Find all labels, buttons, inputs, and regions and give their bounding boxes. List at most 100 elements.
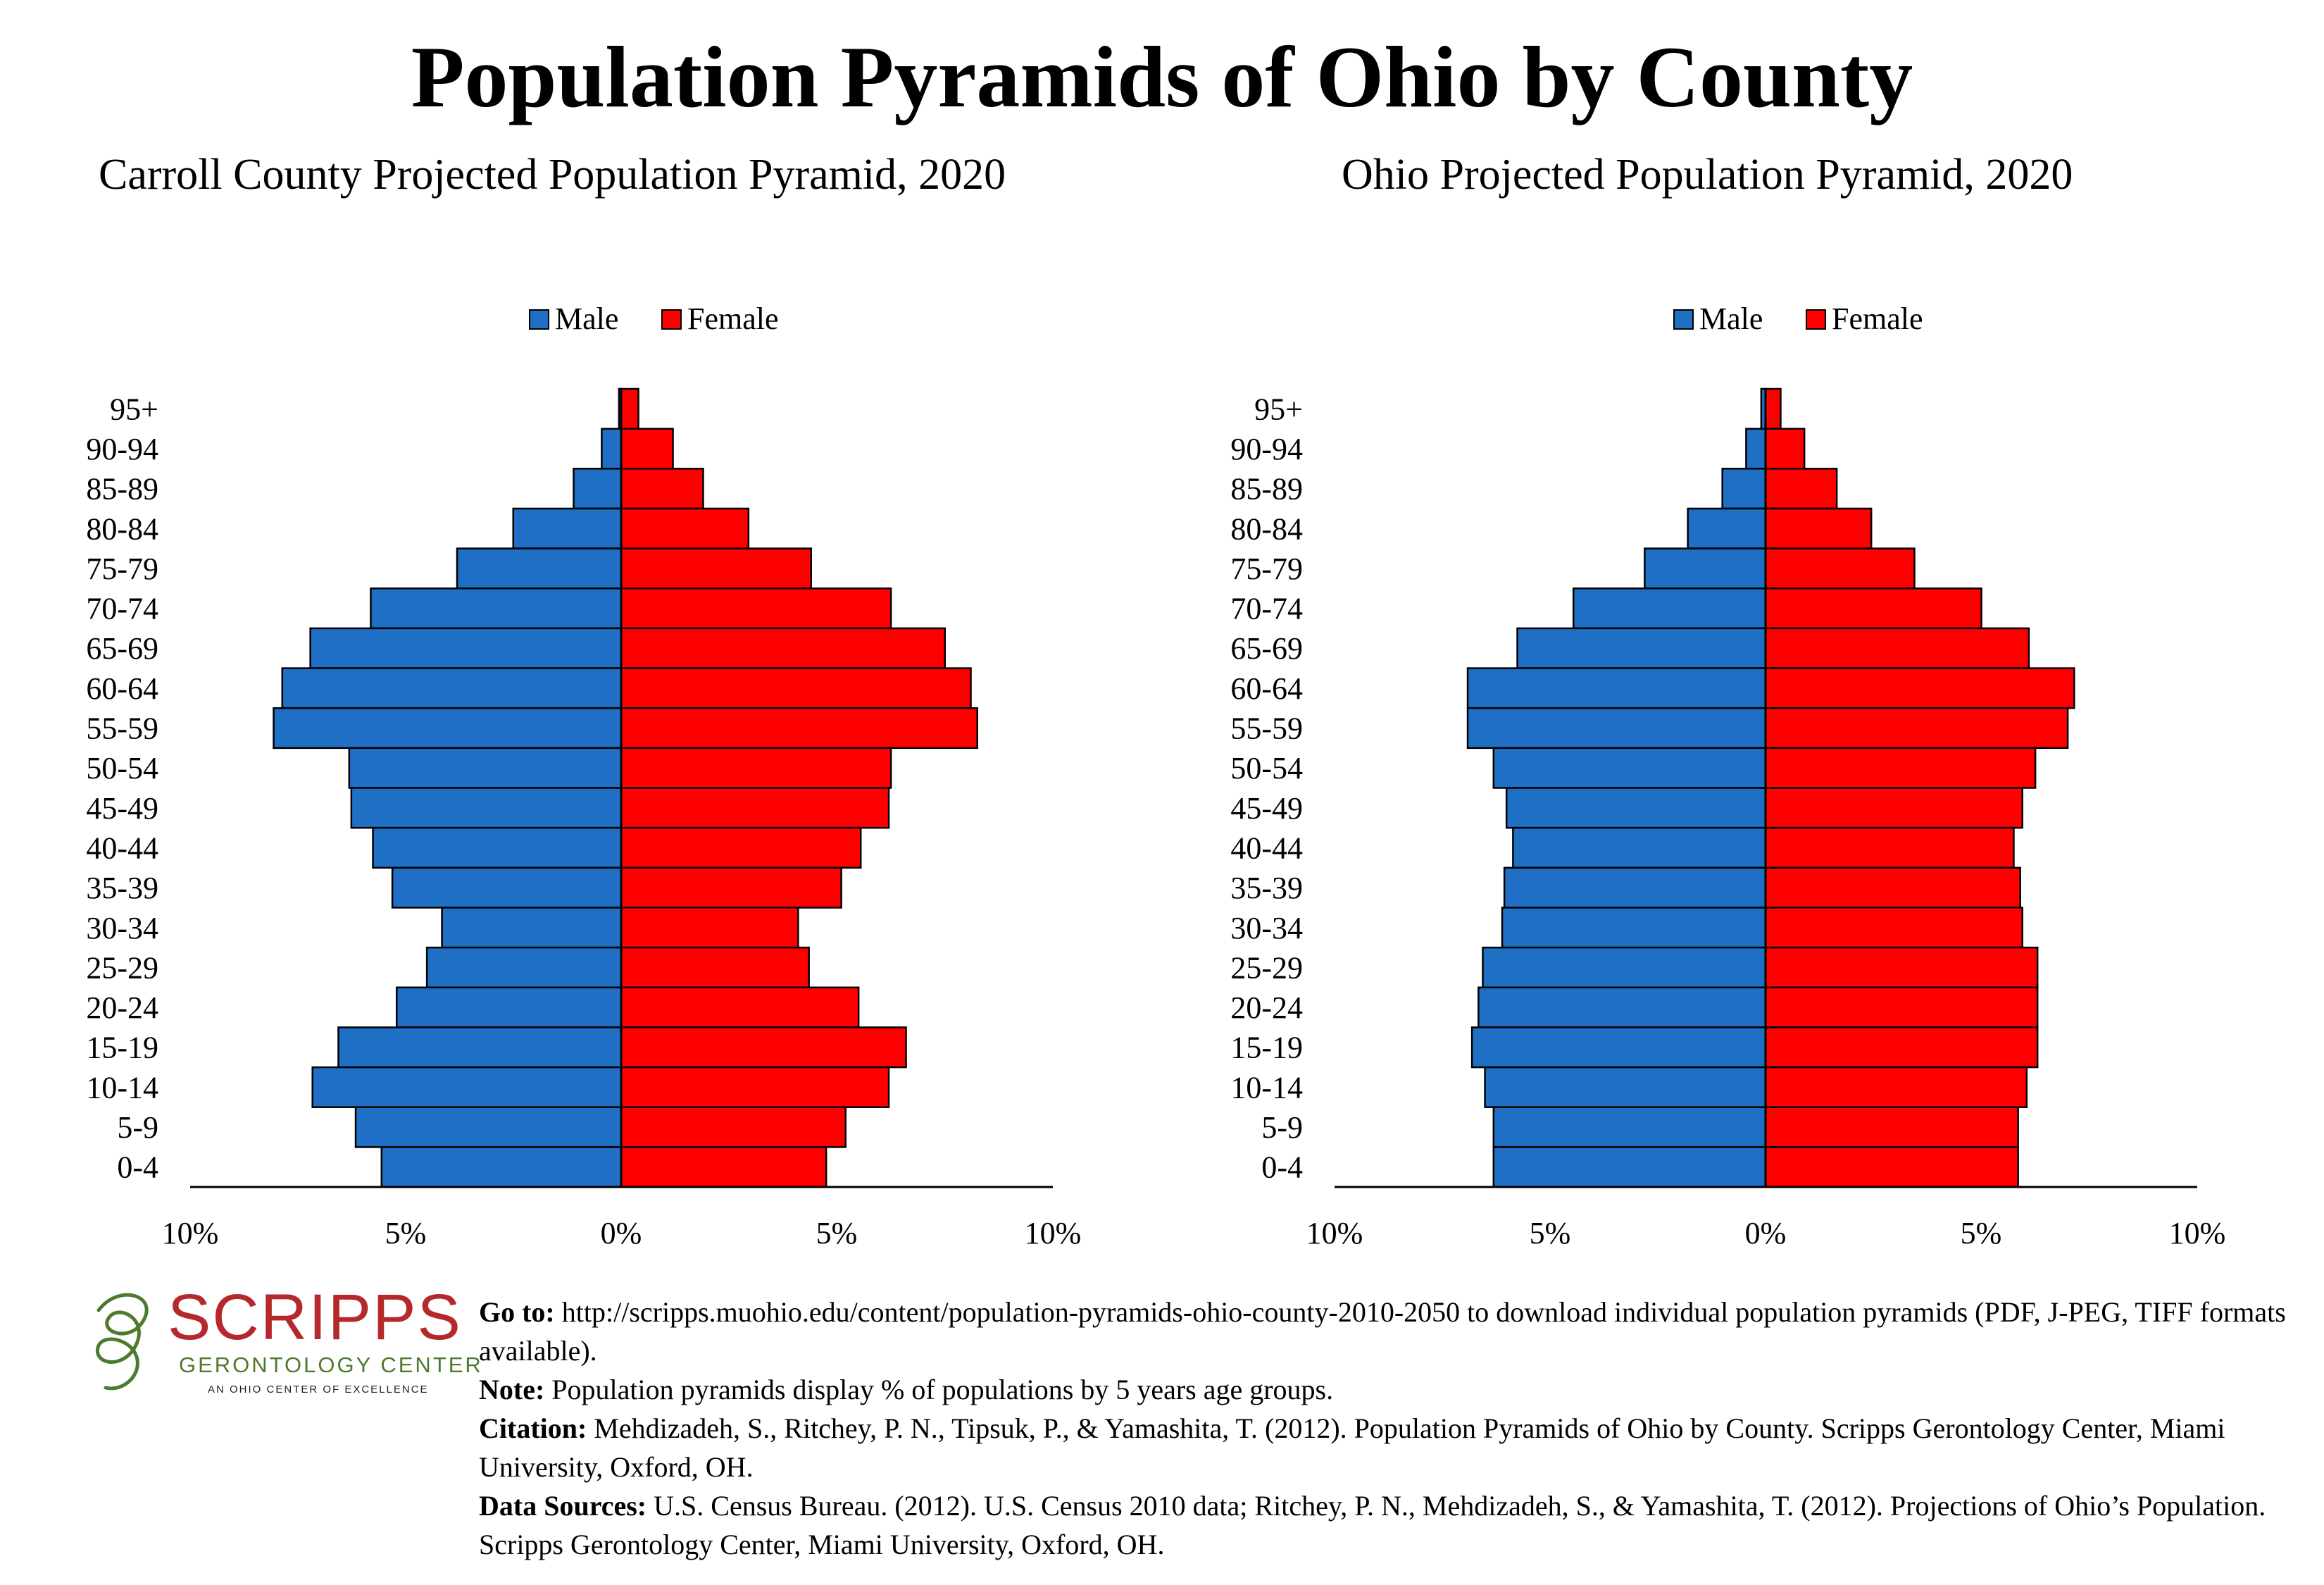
female-bar-90-94 (1764, 428, 1806, 470)
age-group-label: 5-9 (117, 1110, 158, 1145)
age-group-label: 60-64 (1230, 671, 1303, 706)
x-tick-labels: 10% 5% 0% 5% 10% (1306, 1216, 2226, 1250)
x-tick-label: 10% (1306, 1216, 1363, 1250)
note-label: Note: (479, 1374, 545, 1405)
male-bar-80-84 (1687, 507, 1767, 549)
age-group-label: 80-84 (1230, 511, 1303, 546)
ohio-pyramid-chart: Male Female 95+ 90-94 85-89 80-84 75-79 70-74… (1230, 302, 2226, 1250)
x-tick-label: 10% (2169, 1216, 2226, 1250)
female-bar-5-9 (620, 1106, 847, 1148)
x-tick-label: 5% (816, 1216, 858, 1250)
female-bar-30-34 (620, 907, 799, 949)
female-bar-0-4 (1764, 1146, 2019, 1188)
female-bar-15-19 (620, 1026, 907, 1069)
female-bar-10-14 (1764, 1066, 2028, 1108)
female-bar-70-74 (620, 588, 892, 630)
male-bar-65-69 (309, 627, 623, 669)
female-bar-20-24 (1764, 986, 2039, 1028)
male-bar-35-39 (391, 866, 623, 909)
age-labels: 95+ 90-94 85-89 80-84 75-79 70-74 65-69 60-64 55… (86, 392, 158, 1184)
male-bar-75-79 (456, 547, 623, 590)
male-bar-55-59 (273, 707, 623, 750)
female-bar-80-84 (1764, 507, 1873, 549)
male-bar-50-54 (1492, 747, 1767, 789)
female-bar-55-59 (620, 707, 978, 750)
female-bar-65-69 (1764, 627, 2030, 669)
age-group-label: 65-69 (1230, 631, 1303, 666)
x-tick-label: 0% (1745, 1216, 1787, 1250)
age-group-label: 85-89 (1230, 472, 1303, 506)
male-bar-25-29 (425, 946, 623, 988)
female-bar-95+ (1764, 387, 1782, 430)
age-group-label: 35-39 (86, 871, 158, 905)
age-group-label: 75-79 (86, 552, 158, 586)
age-group-label: 10-14 (1230, 1070, 1303, 1105)
x-tick-label: 10% (1025, 1216, 1082, 1250)
male-bar-80-84 (512, 507, 623, 549)
male-bar-10-14 (1484, 1066, 1767, 1108)
age-group-label: 90-94 (86, 432, 158, 466)
bars-group (1466, 387, 2075, 1188)
male-bar-20-24 (1478, 986, 1767, 1028)
sources-note: Data Sources: U.S. Census Bureau. (2012)… (479, 1486, 2310, 1564)
age-group-label: 40-44 (86, 831, 158, 865)
male-bar-15-19 (337, 1026, 623, 1069)
male-bar-60-64 (281, 667, 623, 709)
legend: Male Female (1673, 302, 1923, 336)
female-bar-0-4 (620, 1146, 827, 1188)
sources-label: Data Sources: (479, 1490, 647, 1522)
age-group-label: 10-14 (86, 1070, 158, 1105)
male-bar-85-89 (573, 468, 623, 510)
male-bar-70-74 (1572, 588, 1767, 630)
age-group-label: 70-74 (86, 592, 158, 626)
x-tick-label: 0% (601, 1216, 642, 1250)
footnotes: Go to: http://scripps.muohio.edu/content… (479, 1293, 2310, 1564)
age-group-label: 55-59 (1230, 711, 1303, 746)
legend-female-label: Female (1832, 302, 1923, 336)
age-group-label: 45-49 (1230, 791, 1303, 826)
male-bar-0-4 (1492, 1146, 1767, 1188)
age-group-label: 20-24 (86, 990, 158, 1025)
male-bar-45-49 (350, 787, 623, 829)
age-group-label: 25-29 (86, 950, 158, 985)
female-bar-75-79 (620, 547, 812, 590)
female-bar-45-49 (620, 787, 890, 829)
citation-text: Mehdizadeh, S., Ritchey, P. N., Tipsuk, … (479, 1412, 2225, 1483)
male-bar-55-59 (1466, 707, 1767, 750)
female-bar-25-29 (1764, 946, 2039, 988)
carroll-pyramid-chart: Male Female 95+ 90-94 85-89 80-84 75-79 70-74… (86, 302, 1082, 1250)
x-tick-label: 10% (162, 1216, 219, 1250)
female-bar-40-44 (620, 826, 862, 869)
female-bar-55-59 (1764, 707, 2069, 750)
female-bar-40-44 (1764, 826, 2015, 869)
age-group-label: 25-29 (1230, 950, 1303, 985)
age-group-label: 15-19 (1230, 1031, 1303, 1065)
age-labels: 95+ 90-94 85-89 80-84 75-79 70-74 65-69 60-64 55… (1230, 392, 1303, 1184)
female-bar-5-9 (1764, 1106, 2019, 1148)
female-bar-60-64 (620, 667, 972, 709)
age-group-label: 40-44 (1230, 831, 1303, 865)
age-group-label: 30-34 (1230, 911, 1303, 945)
legend-male-label: Male (1699, 302, 1763, 336)
sources-text: U.S. Census Bureau. (2012). U.S. Census … (479, 1490, 2266, 1560)
age-group-label: 85-89 (86, 472, 158, 506)
female-bar-75-79 (1764, 547, 1916, 590)
legend: Male Female (529, 302, 779, 336)
female-bar-60-64 (1764, 667, 2075, 709)
age-group-label: 30-34 (86, 911, 158, 945)
age-group-label: 70-74 (1230, 592, 1303, 626)
age-group-label: 0-4 (1261, 1150, 1303, 1185)
scripps-logo: SCRIPPS GERONTOLOGY CENTER AN OHIO CENTE… (85, 1282, 481, 1409)
female-bar-85-89 (620, 468, 704, 510)
male-bar-45-49 (1505, 787, 1767, 829)
age-group-label: 35-39 (1230, 871, 1303, 905)
legend-male-swatch (1673, 309, 1694, 330)
male-bar-70-74 (370, 588, 623, 630)
male-bar-90-94 (601, 428, 623, 470)
female-bar-20-24 (620, 986, 860, 1028)
male-bar-20-24 (395, 986, 623, 1028)
male-bar-25-29 (1482, 946, 1767, 988)
age-group-label: 80-84 (86, 511, 158, 546)
citation-note: Citation: Mehdizadeh, S., Ritchey, P. N.… (479, 1409, 2310, 1486)
female-bar-45-49 (1764, 787, 2023, 829)
